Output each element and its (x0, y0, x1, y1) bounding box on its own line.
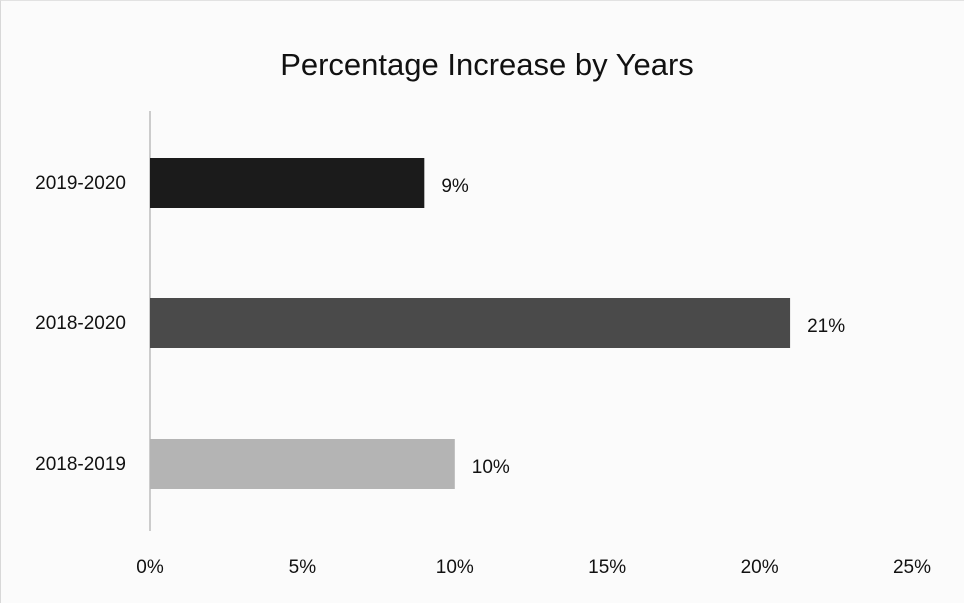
bar-2018-2019 (150, 439, 455, 489)
category-labels-group: 2019-2020 2018-2020 2018-2019 (35, 173, 126, 475)
x-tick-label: 10% (436, 557, 474, 578)
category-label: 2018-2020 (35, 313, 126, 334)
category-label: 2018-2019 (35, 454, 126, 475)
bar-2018-2020 (150, 298, 791, 348)
bars-group (150, 158, 791, 489)
data-label: 10% (472, 457, 510, 478)
x-tick-label: 25% (893, 557, 931, 578)
data-label: 9% (441, 176, 469, 197)
x-tick-label: 5% (289, 557, 317, 578)
data-label: 21% (807, 316, 845, 337)
category-label: 2019-2020 (35, 173, 126, 194)
chart-title: Percentage Increase by Years (280, 47, 694, 82)
x-tick-label: 0% (136, 557, 164, 578)
x-tick-label: 15% (588, 557, 626, 578)
bar-2019-2020 (150, 158, 425, 208)
x-axis-ticks-group: 0% 5% 10% 15% 20% 25% (136, 557, 931, 578)
x-tick-label: 20% (741, 557, 779, 578)
data-labels-group: 9% 21% 10% (441, 176, 845, 478)
